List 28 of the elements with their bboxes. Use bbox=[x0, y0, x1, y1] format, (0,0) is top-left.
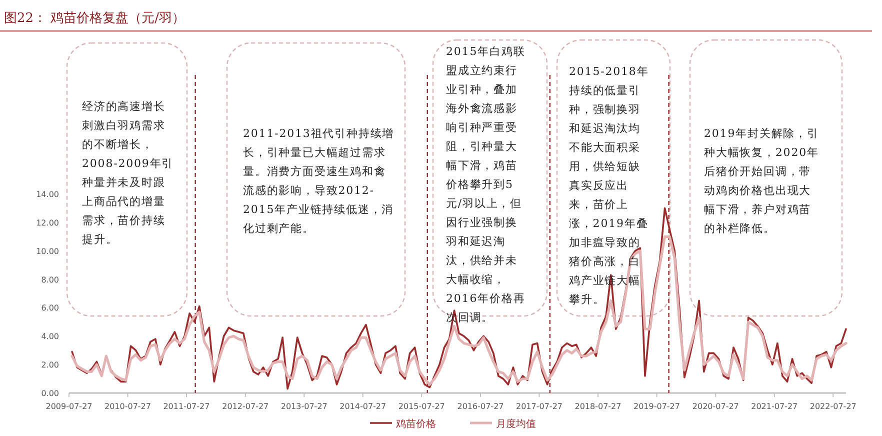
x-tick-label: 2018-07-27 bbox=[574, 402, 622, 411]
x-tick-label: 2009-07-27 bbox=[46, 402, 92, 411]
legend-label: 月度均值 bbox=[496, 418, 536, 430]
y-tick-label: 0.00 bbox=[41, 389, 59, 398]
x-tick-label: 2021-07-27 bbox=[751, 402, 798, 411]
x-tick-label: 2022-07-27 bbox=[810, 402, 856, 411]
x-tick-label: 2015-07-27 bbox=[398, 402, 445, 411]
annotation: 2011-2013祖代引种持续增长，引种量已大幅超过需求量。消费方面受速生鸡和禽流感的影响，导致2012-2015年产业链持续低迷，消化过剩产能。 bbox=[243, 126, 396, 237]
x-tick-label: 2017-07-27 bbox=[516, 402, 563, 411]
x-tick-label: 2010-07-27 bbox=[104, 402, 151, 411]
annotation: 2019年封关解除，引种大幅恢复，2020年后猪价开始回调，带动鸡肉价格也出现大幅下滑，养户对鸡苗的补栏降低。 bbox=[704, 126, 820, 237]
x-tick-label: 2014-07-27 bbox=[340, 402, 386, 411]
y-tick-label: 12.00 bbox=[36, 218, 59, 228]
x-tick-label: 2019-07-27 bbox=[633, 402, 680, 411]
y-tick-label: 6.00 bbox=[41, 304, 59, 313]
x-tick-label: 2013-07-27 bbox=[280, 402, 328, 411]
annotation: 经济的高速增长刺激白羽鸡需求的不断增长，2008-2009年引种量并未及时跟上商品代的增量需求，苗价持续提升。 bbox=[82, 99, 174, 248]
x-tick-label: 2020-07-27 bbox=[692, 402, 739, 411]
chart-title: 图22： 鸡苗价格复盘（元/羽） bbox=[4, 11, 186, 26]
x-tick-label: 2012-07-27 bbox=[222, 402, 269, 411]
y-tick-label: 8.00 bbox=[41, 275, 59, 284]
y-tick-label: 14.00 bbox=[36, 190, 59, 199]
y-tick-label: 2.00 bbox=[41, 360, 59, 370]
y-tick-label: 4.00 bbox=[41, 332, 59, 342]
x-tick-label: 2011-07-27 bbox=[163, 402, 210, 411]
legend-label: 鸡苗价格 bbox=[395, 418, 436, 430]
x-tick-label: 2016-07-27 bbox=[457, 402, 504, 411]
y-tick-label: 10.00 bbox=[36, 246, 59, 256]
